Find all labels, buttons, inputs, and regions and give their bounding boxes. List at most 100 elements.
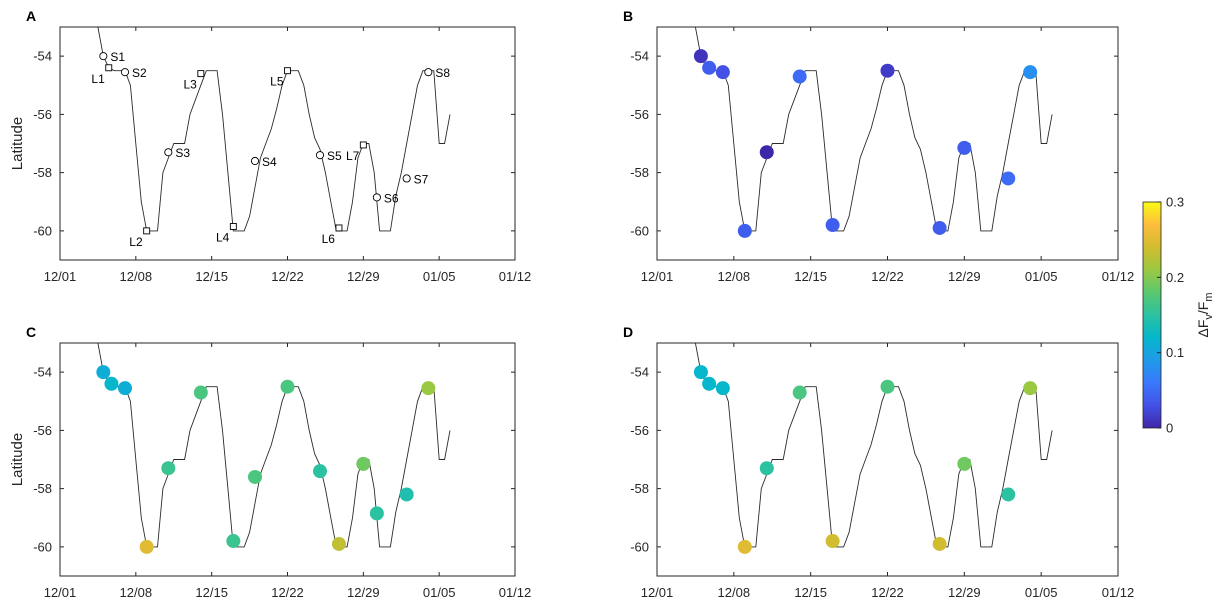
panel-b-point-10 — [957, 140, 972, 155]
panel-b-point-3 — [715, 65, 730, 80]
lagrangian-marker-l4 — [229, 223, 237, 230]
panel-c-ytick-label: -60 — [33, 539, 52, 554]
panel-d-point-2 — [702, 376, 717, 391]
panel-c-xtick-label: 01/05 — [423, 585, 456, 600]
panel-d-point-4 — [737, 539, 752, 554]
panel-a-axes-box — [59, 26, 516, 261]
colorbar-label-part: v — [1203, 314, 1215, 320]
panel-b-point-12 — [1023, 65, 1038, 80]
panel-b-xtick-label: 01/12 — [1102, 269, 1135, 284]
lagrangian-label-l6: L6 — [322, 232, 336, 246]
panel-b-point-8 — [880, 63, 895, 78]
panel-c-xtick-label: 01/12 — [499, 585, 532, 600]
panel-b-point-9 — [932, 220, 947, 235]
panel-a-xtick-label: 12/29 — [347, 269, 380, 284]
panel-d-point-5 — [759, 461, 774, 476]
panel-d-point-6 — [792, 385, 807, 400]
lagrangian-marker-l6 — [335, 224, 343, 232]
panel-c-xtick-label: 12/29 — [347, 585, 380, 600]
panel-d-point-12 — [1023, 381, 1038, 396]
panel-c-point-9 — [280, 379, 295, 394]
panel-b-ship-track — [694, 27, 1053, 232]
panel-c-ytick-label: -56 — [33, 423, 52, 438]
panel-a-xtick-label: 12/01 — [44, 269, 77, 284]
station-label-s3: S3 — [175, 146, 190, 160]
panel-d-xtick-label: 12/01 — [641, 585, 674, 600]
panel-c-xtick-label: 12/15 — [195, 585, 228, 600]
panel-c-ytick-label: -54 — [33, 365, 52, 380]
station-marker-s2 — [120, 68, 130, 77]
station-label-s5: S5 — [327, 149, 342, 163]
panel-b-xtick-label: 12/01 — [641, 269, 674, 284]
panel-a-letter: A — [26, 8, 36, 24]
panel-d-ytick-label: -54 — [630, 365, 649, 380]
lagrangian-label-l3: L3 — [183, 78, 197, 92]
colorbar-label-part: ΔF — [1195, 320, 1211, 338]
panel-d-point-9 — [932, 536, 947, 551]
panel-b-ytick-label: -56 — [630, 107, 649, 122]
panel-b-point-6 — [792, 69, 807, 84]
station-label-s2: S2 — [132, 66, 147, 80]
panel-a: -54 -56 -58 -60 12/01 12/08 12/15 12/22 12/29 01/… — [9, 8, 531, 284]
panel-c-ship-track — [97, 343, 451, 548]
station-label-s8: S8 — [435, 66, 450, 80]
panel-c-point-2 — [104, 376, 119, 391]
lagrangian-label-l7: L7 — [346, 149, 360, 163]
lagrangian-label-l5: L5 — [270, 75, 284, 89]
lagrangian-marker-l2 — [143, 227, 151, 235]
panel-b-xtick-label: 12/22 — [871, 269, 904, 284]
panel-a-ytick-label: -54 — [33, 49, 52, 64]
colorbar-label-part: m — [1203, 292, 1215, 301]
panel-b-axes-box — [656, 26, 1119, 261]
panel-c-xtick-label: 12/22 — [271, 585, 304, 600]
panel-d-point-1 — [693, 365, 708, 380]
panel-a-ytick-label: -60 — [33, 223, 52, 238]
station-label-s1: S1 — [110, 50, 125, 64]
panel-b-xtick-label: 12/08 — [718, 269, 751, 284]
panel-a-xtick-label: 12/08 — [120, 269, 153, 284]
panels: -54 -56 -58 -60 12/01 12/08 12/15 12/22 12/29 01/… — [9, 8, 1134, 600]
panel-a-ytick-label: -58 — [33, 165, 52, 180]
panel-b: -54 -56 -58 -60 12/01 12/08 12/15 12/22 12/29 01/… — [623, 8, 1134, 284]
panel-c-point-13 — [369, 506, 384, 521]
panel-c-point-8 — [248, 469, 262, 484]
colorbar-tick-label: 0.2 — [1166, 270, 1184, 285]
colorbar-label-part: /F — [1195, 302, 1211, 314]
panel-b-xtick-label: 01/05 — [1025, 269, 1058, 284]
panel-c-ylabel: Latitude — [9, 433, 26, 486]
station-marker-s6 — [372, 193, 381, 202]
panel-b-point-11 — [1001, 171, 1016, 186]
colorbar-label: ΔFv/Fm — [1195, 292, 1215, 337]
lagrangian-label-l1: L1 — [91, 72, 105, 86]
panel-c: -54 -56 -58 -60 12/01 12/08 12/15 12/22 12/29 01/… — [9, 324, 531, 600]
station-label-s4: S4 — [262, 155, 277, 169]
station-marker-s5 — [315, 151, 325, 160]
panel-d-ytick-label: -58 — [630, 481, 649, 496]
panel-c-axes-box — [59, 342, 516, 577]
panel-b-xtick-label: 12/29 — [948, 269, 981, 284]
station-marker-s7 — [402, 174, 411, 183]
panel-d-xtick-label: 12/08 — [718, 585, 751, 600]
lagrangian-marker-l3 — [197, 70, 205, 78]
colorbar-tick-label: 0.1 — [1166, 345, 1184, 360]
panel-c-point-6 — [193, 385, 208, 400]
panel-b-letter: B — [623, 8, 633, 24]
panel-c-point-4 — [139, 539, 154, 554]
panel-b-ytick-label: -60 — [630, 223, 649, 238]
panel-d-point-7 — [825, 534, 840, 549]
panel-d-xtick-label: 12/15 — [794, 585, 827, 600]
panel-c-xtick-label: 12/08 — [120, 585, 153, 600]
panel-b-point-4 — [737, 223, 752, 238]
panel-c-point-14 — [399, 487, 414, 502]
panel-a-ylabel: Latitude — [9, 117, 26, 170]
panel-d-xtick-label: 01/05 — [1025, 585, 1058, 600]
panel-a-ytick-label: -56 — [33, 107, 52, 122]
station-marker-s8 — [424, 68, 433, 77]
panel-b-point-5 — [759, 145, 774, 160]
station-label-s7: S7 — [414, 172, 429, 186]
lagrangian-label-l2: L2 — [129, 235, 143, 249]
panel-c-point-11 — [331, 536, 346, 551]
panel-d-axes-box — [656, 342, 1119, 577]
panel-c-ytick-label: -58 — [33, 481, 52, 496]
